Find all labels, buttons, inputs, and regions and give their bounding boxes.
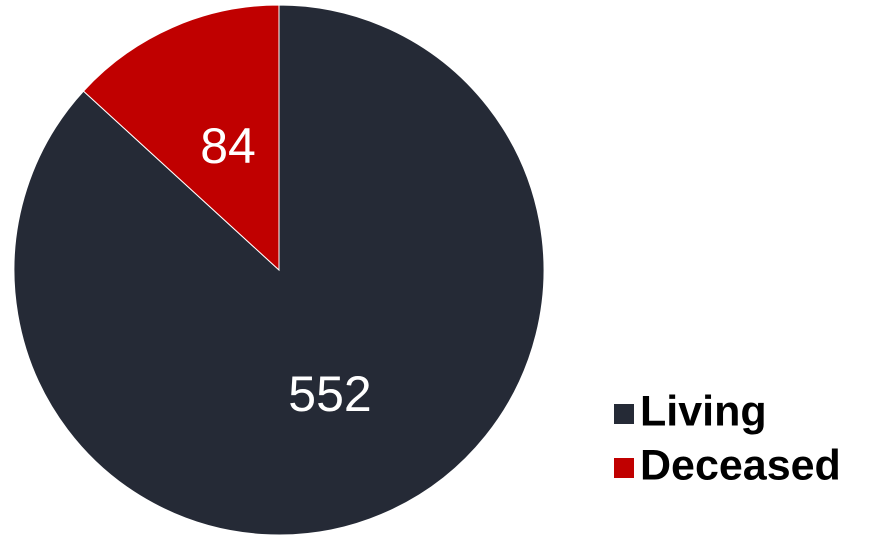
legend-label-living: Living [640,387,767,435]
legend-swatch-living [614,404,634,424]
slice-value-label-living: 552 [288,366,371,422]
slice-value-label-deceased: 84 [200,118,256,174]
pie-slices [13,4,545,536]
pie-slice-deceased [82,4,280,272]
legend-swatch-deceased [614,458,634,478]
legend-label-deceased: Deceased [640,441,841,489]
pie-slice-labels: 552 84 [200,118,372,422]
legend: Living Deceased [614,387,841,489]
